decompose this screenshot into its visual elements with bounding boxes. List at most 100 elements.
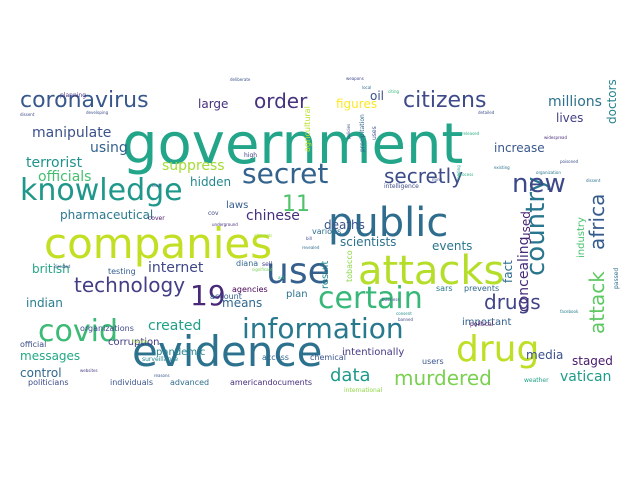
cloud-word: doctors xyxy=(605,79,619,124)
cloud-word: mind xyxy=(432,177,443,182)
cloud-word: result xyxy=(320,261,331,289)
cloud-word: consent xyxy=(396,311,412,316)
cloud-word: individuals xyxy=(110,378,153,387)
cloud-word: weather xyxy=(524,377,549,384)
cloud-word: precipitation xyxy=(359,114,366,152)
cloud-word: widespread xyxy=(544,135,567,140)
cloud-word: using xyxy=(90,140,128,156)
cloud-word: information xyxy=(242,312,404,345)
cloud-word: africa xyxy=(585,194,609,250)
cloud-word: important xyxy=(462,317,511,328)
cloud-word: corruption xyxy=(108,337,160,348)
cloud-word: sell xyxy=(262,261,272,268)
cloud-word: public xyxy=(328,200,448,246)
cloud-word: access xyxy=(262,353,289,362)
cloud-word: attempts xyxy=(254,233,272,238)
cloud-word: passed xyxy=(613,268,620,289)
cloud-word: diana xyxy=(236,259,258,268)
cloud-word: banned xyxy=(398,317,414,322)
cloud-word: vatican xyxy=(560,369,611,385)
cloud-word: oil xyxy=(370,89,384,103)
cloud-word: increase xyxy=(494,141,545,155)
cloud-word: deliberate xyxy=(230,77,251,82)
cloud-word: international xyxy=(344,387,383,394)
cloud-word: technology xyxy=(74,273,185,297)
cloud-word: 11 xyxy=(282,192,310,217)
cloud-word: chemical xyxy=(310,353,346,362)
cloud-word: various xyxy=(312,227,341,236)
cloud-word: large xyxy=(198,97,228,111)
cloud-word: laws xyxy=(226,200,248,211)
cloud-word: attack xyxy=(585,271,609,334)
cloud-word: leading xyxy=(456,165,461,180)
cloud-word: process xyxy=(458,172,473,177)
cloud-word: aid xyxy=(278,275,285,280)
cloud-word: tobacco xyxy=(345,250,354,282)
cloud-word: policies xyxy=(346,124,351,139)
cloud-word: knowledge xyxy=(20,173,183,208)
cloud-word: revealed xyxy=(302,245,320,250)
cloud-word: organization xyxy=(536,170,561,175)
cloud-word: means xyxy=(222,296,262,310)
cloud-word: internet xyxy=(148,260,204,276)
cloud-word: poisoned xyxy=(560,159,579,164)
cloud-word: cure xyxy=(152,183,161,188)
cloud-word: underground xyxy=(212,222,238,227)
cloud-word: advanced xyxy=(170,378,209,387)
cloud-word: released xyxy=(462,131,480,136)
cloud-word: intelligence xyxy=(384,183,419,190)
cloud-word: intentionally xyxy=(342,347,404,358)
cloud-word: evidence xyxy=(132,327,322,376)
cloud-word: users xyxy=(422,357,444,366)
cloud-word: country xyxy=(521,177,551,276)
cloud-word: suppress xyxy=(162,158,225,174)
cloud-word: directed xyxy=(54,264,71,269)
cloud-word: cover xyxy=(148,215,165,222)
cloud-word: prevents xyxy=(464,284,499,293)
cloud-word: companies xyxy=(44,219,272,268)
cloud-word: websites xyxy=(80,368,98,373)
cloud-word: secret xyxy=(242,157,328,190)
cloud-word: cov xyxy=(208,210,219,217)
cloud-word: surveillance xyxy=(142,356,178,363)
cloud-word: drug xyxy=(456,329,539,370)
cloud-word: figures xyxy=(336,97,377,111)
cloud-word: reasons xyxy=(154,373,170,378)
cloud-word: messages xyxy=(20,349,80,363)
cloud-word: deaths xyxy=(324,218,365,232)
cloud-word: politicians xyxy=(28,378,69,387)
cloud-word: local xyxy=(362,85,371,90)
cloud-word: agricultural xyxy=(303,106,312,152)
cloud-word: developing xyxy=(86,110,109,115)
cloud-word: americandocuments xyxy=(230,378,312,387)
cloud-word: official xyxy=(20,340,46,349)
cloud-word: weapons xyxy=(346,76,364,81)
cloud-word: testing xyxy=(108,267,136,276)
cloud-word: attacks xyxy=(358,248,504,294)
cloud-word: detailed xyxy=(478,110,495,115)
cloud-word: significant xyxy=(252,267,273,272)
cloud-word: plan xyxy=(286,289,308,300)
cloud-word: hidden xyxy=(190,175,231,189)
cloud-word: dissent xyxy=(586,178,601,183)
cloud-word: created xyxy=(148,318,201,334)
cloud-word: lives xyxy=(556,111,583,125)
cloud-word: staged xyxy=(572,354,613,368)
cloud-word: uses xyxy=(371,126,378,140)
cloud-word: officials xyxy=(38,169,91,185)
cloud-word: account xyxy=(210,292,242,301)
cloud-word: millions xyxy=(548,94,602,110)
cloud-word: organizations xyxy=(80,324,134,333)
cloud-word: terrorist xyxy=(26,155,83,171)
cloud-word: scientists xyxy=(340,235,396,249)
cloud-word: media xyxy=(526,348,563,362)
cloud-word: drugs xyxy=(484,290,541,314)
cloud-word: new xyxy=(512,169,566,199)
cloud-word: government xyxy=(122,112,463,177)
cloud-word: certain xyxy=(318,281,423,316)
cloud-word: high xyxy=(244,152,257,159)
cloud-word: murdered xyxy=(394,366,492,390)
cloud-word: indian xyxy=(26,296,63,310)
cloud-word: planning xyxy=(60,92,86,99)
